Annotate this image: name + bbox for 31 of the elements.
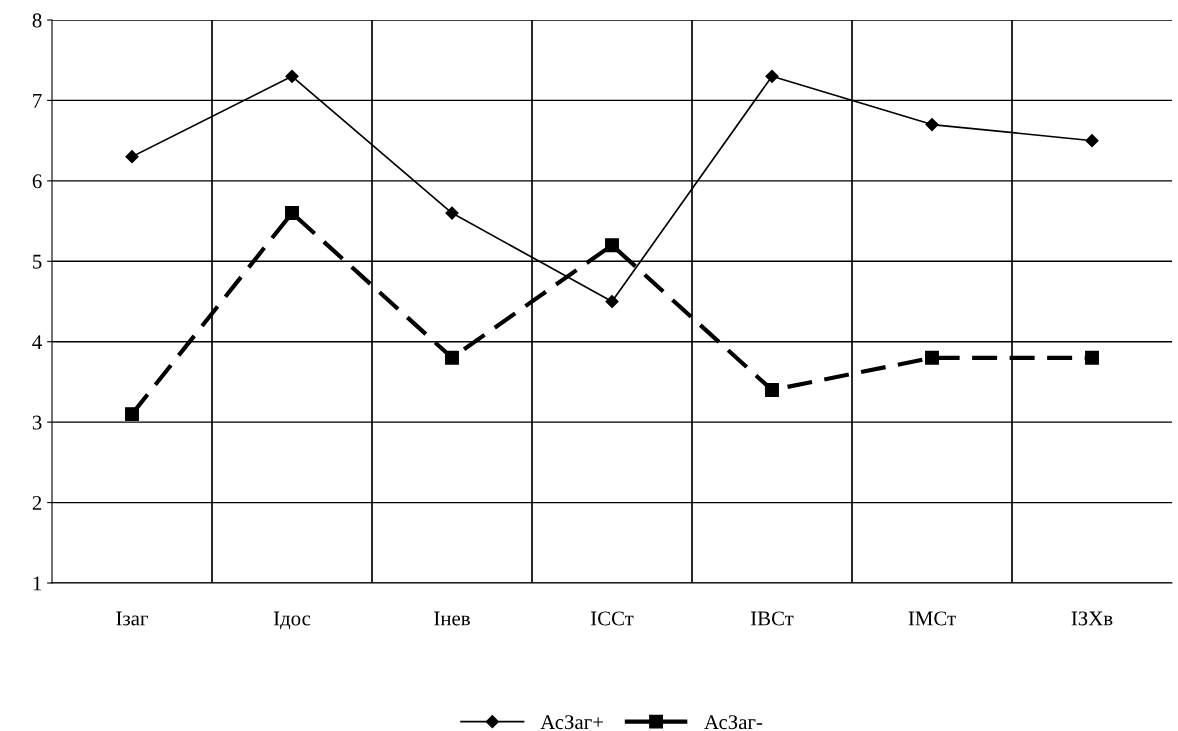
y-tick-label: 7 — [33, 94, 42, 108]
point — [285, 69, 299, 83]
point — [1085, 350, 1099, 365]
point — [125, 150, 139, 164]
point — [1085, 134, 1099, 148]
x-tick-label: ІВСт — [750, 611, 794, 626]
point — [285, 206, 299, 220]
x-tick-label: Ідос — [273, 611, 311, 630]
point — [445, 206, 459, 220]
x-tick-label: Інев — [434, 611, 470, 626]
x-tick-label: ІССт — [590, 611, 634, 626]
y-tick-label: 1 — [33, 576, 42, 591]
point — [925, 350, 939, 365]
point — [605, 238, 619, 253]
x-tick-label: ІЗХв — [1071, 611, 1113, 626]
x-tick-label: ІМСт — [908, 611, 956, 626]
point — [445, 350, 459, 365]
point — [125, 407, 139, 422]
y-tick-label: 8 — [32, 13, 42, 28]
point — [765, 383, 779, 397]
y-tick-label: 5 — [33, 254, 42, 269]
legend-label: АсЗаг- — [704, 715, 763, 730]
point — [765, 69, 779, 83]
point — [925, 117, 939, 132]
y-tick-label: 3 — [32, 415, 42, 430]
y-tick-label: 6 — [32, 174, 42, 189]
y-tick-label: 4 — [32, 335, 42, 349]
y-tick-label: 2 — [32, 496, 42, 510]
legend-label: АсЗаг+ — [540, 715, 603, 730]
point — [605, 294, 619, 309]
x-tick-label: Ізаг — [116, 611, 148, 626]
